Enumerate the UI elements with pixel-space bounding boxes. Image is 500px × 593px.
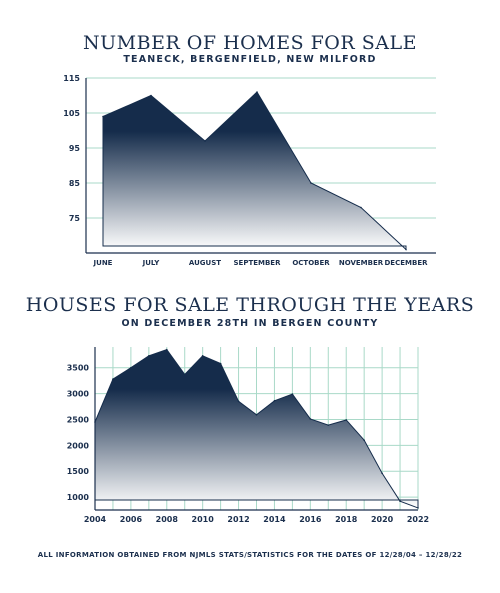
- x-tick-label: 2004: [84, 515, 107, 524]
- y-tick-label: 2000: [67, 441, 90, 450]
- x-tick-label: OCTOBER: [292, 259, 330, 267]
- data-point: [381, 472, 383, 475]
- data-point: [310, 182, 312, 184]
- x-tick-label: 2012: [227, 515, 249, 524]
- data-point: [237, 400, 240, 403]
- data-point: [273, 400, 276, 402]
- data-point: [291, 393, 294, 395]
- y-tick-label: 2500: [67, 415, 90, 424]
- data-point: [219, 362, 222, 365]
- data-point: [165, 348, 168, 351]
- y-tick-label: 95: [69, 144, 81, 153]
- y-tick-label: 3500: [67, 364, 90, 373]
- data-point: [150, 94, 152, 97]
- y-tick-label: 115: [63, 74, 80, 83]
- data-point: [183, 373, 186, 376]
- homes-for-sale-chart: 75 85 95 105 115 JUNE JULY AUGUST SEPTEMBER OCTOB…: [63, 74, 436, 267]
- y-tick-label: 75: [69, 214, 81, 223]
- x-tick-label: 2014: [263, 515, 286, 524]
- y-tick-label: 105: [63, 109, 80, 118]
- source-footnote: ALL INFORMATION OBTAINED FROM NJMLS STAT…: [37, 551, 463, 559]
- x-tick-label: 2018: [335, 515, 358, 524]
- y-tick-label: 1000: [67, 493, 90, 502]
- data-point: [112, 378, 114, 380]
- area-series: [102, 91, 407, 251]
- x-tick-label: JUNE: [93, 259, 113, 267]
- x-tick-label: AUGUST: [189, 259, 221, 267]
- x-tick-label: DECEMBER: [385, 259, 429, 267]
- x-tick-label: JULY: [142, 259, 161, 267]
- data-point: [345, 419, 348, 421]
- chart2-title: HOUSES FOR SALE THROUGH THE YEARS: [25, 294, 475, 316]
- x-tick-label: 2006: [120, 515, 143, 524]
- x-tick-label: NOVEMBER: [339, 259, 384, 267]
- data-point: [204, 140, 206, 142]
- x-tick-label: 2008: [156, 515, 179, 524]
- data-point: [148, 354, 150, 357]
- x-tick-label: 2020: [371, 515, 394, 524]
- data-point: [309, 418, 312, 420]
- data-point: [399, 500, 401, 503]
- data-point: [405, 248, 407, 251]
- data-point: [130, 366, 132, 369]
- chart2-subtitle: ON DECEMBER 28TH IN BERGEN COUNTY: [121, 318, 379, 329]
- y-tick-label: 1500: [67, 467, 90, 476]
- x-tick-label: 2022: [407, 515, 429, 524]
- data-point: [363, 439, 365, 441]
- chart1-subtitle: TEANECK, BERGENFIELD, NEW MILFORD: [123, 54, 377, 65]
- data-point: [417, 507, 419, 509]
- x-tick-label: 2016: [299, 515, 322, 524]
- chart1-title: NUMBER OF HOMES FOR SALE: [83, 32, 417, 54]
- data-point: [255, 413, 258, 416]
- data-point: [327, 424, 330, 426]
- data-point: [360, 206, 362, 209]
- data-point: [201, 354, 204, 357]
- y-tick-label: 85: [69, 179, 81, 188]
- x-tick-label: SEPTEMBER: [234, 259, 282, 267]
- x-tick-label: 2010: [192, 515, 215, 524]
- data-point: [256, 91, 258, 93]
- y-tick-label: 3000: [67, 390, 90, 399]
- area-series: [94, 348, 419, 509]
- houses-through-years-chart: 1000 1500 2000 2500 3000 3500 2004 2006 2008 2010…: [67, 347, 429, 524]
- data-point: [102, 115, 104, 118]
